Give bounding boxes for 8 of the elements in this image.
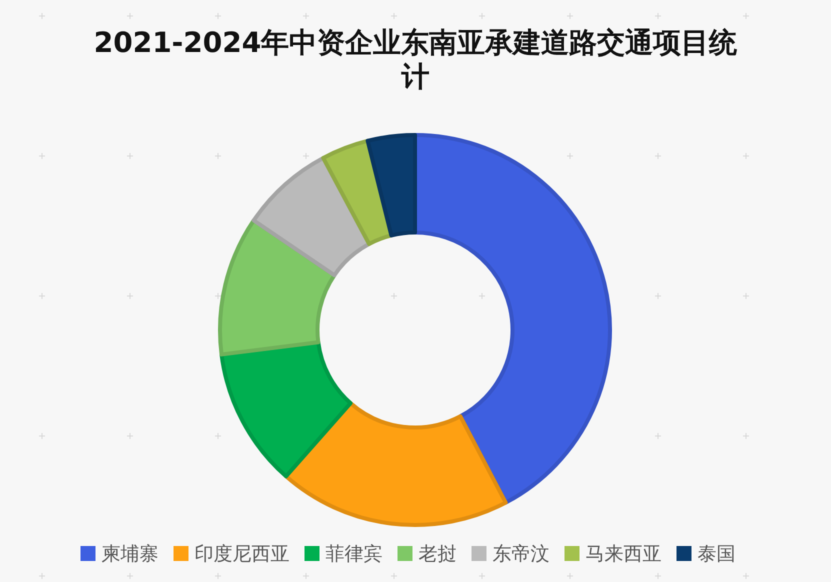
legend-label: 老挝 bbox=[418, 543, 456, 565]
chart-title: 2021-2024年中资企业东南亚承建道路交通项目统计 bbox=[94, 26, 738, 93]
legend-label: 柬埔寨 bbox=[102, 543, 158, 565]
legend-label: 马来西亚 bbox=[586, 543, 662, 565]
legend-label: 印度尼西亚 bbox=[194, 543, 290, 565]
legend-label: 泰国 bbox=[698, 543, 736, 565]
legend-label: 菲律宾 bbox=[326, 543, 382, 565]
legend-label: 东帝汶 bbox=[492, 543, 550, 565]
